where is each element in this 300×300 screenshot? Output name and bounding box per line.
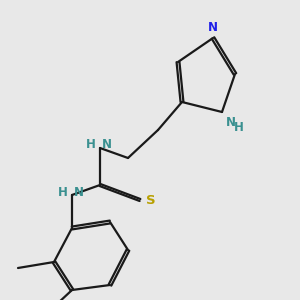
Text: N: N — [74, 187, 84, 200]
Text: H: H — [58, 187, 68, 200]
Text: S: S — [146, 194, 156, 206]
Text: N: N — [226, 116, 236, 129]
Text: N: N — [208, 21, 218, 34]
Text: H: H — [234, 121, 244, 134]
Text: H: H — [86, 137, 96, 151]
Text: N: N — [102, 137, 112, 151]
